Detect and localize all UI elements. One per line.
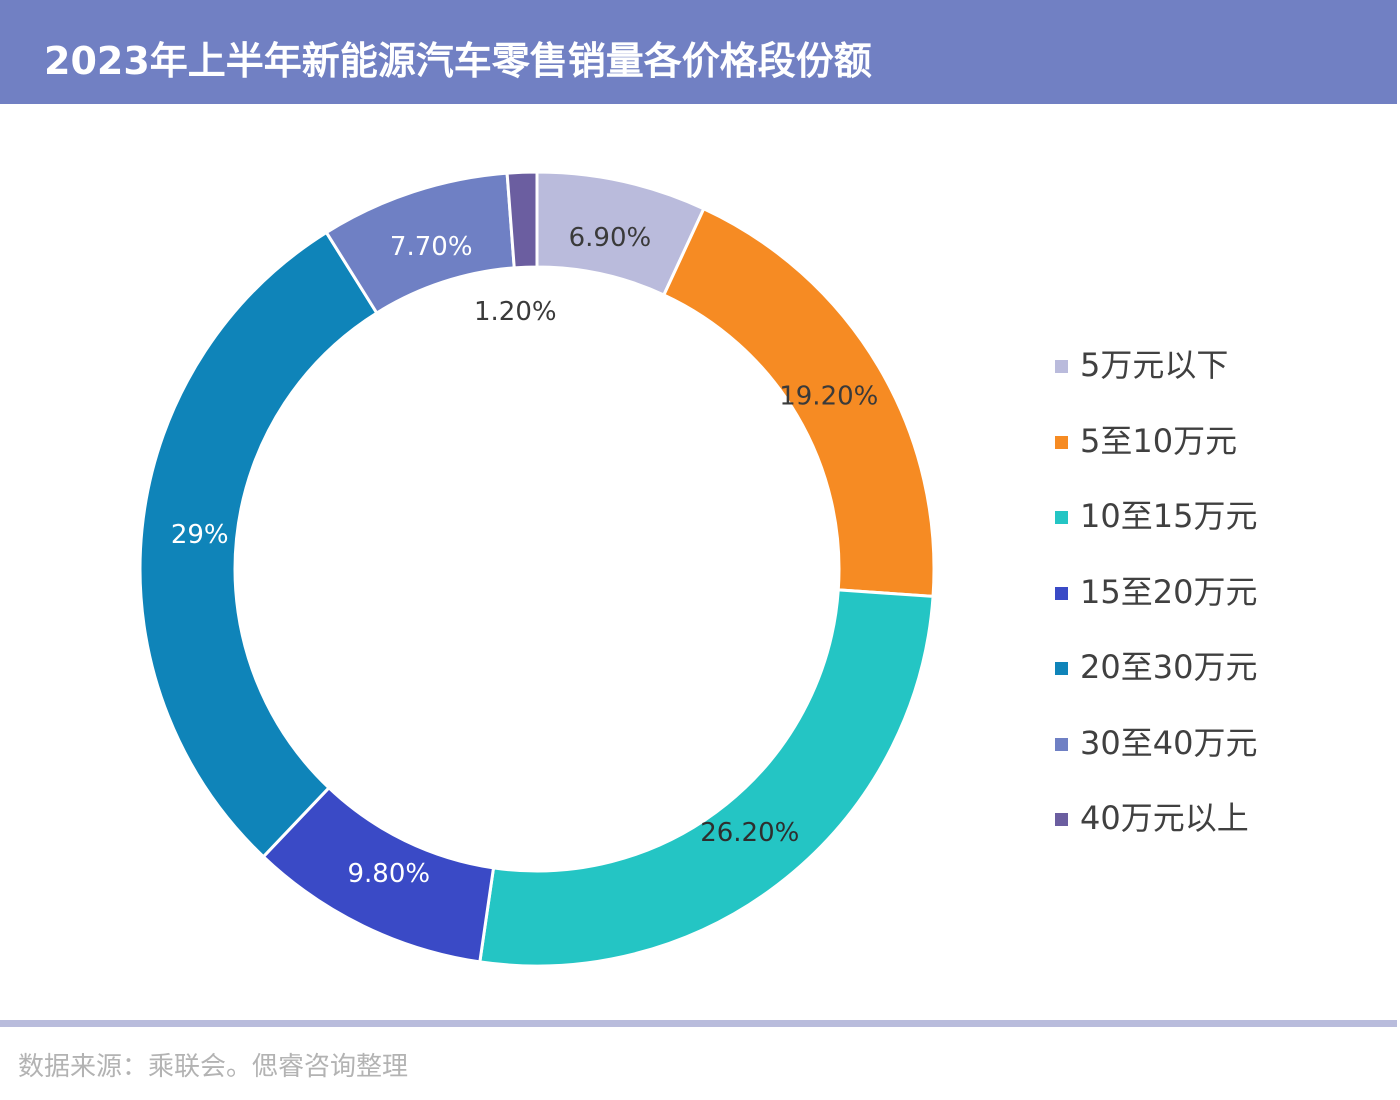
- legend-swatch-3: [1055, 586, 1068, 600]
- donut-slice-4: [138, 230, 379, 859]
- legend-swatch-4: [1055, 662, 1068, 675]
- donut-chart: 6.90% 19.20% 26.20% 9.80% 29% 7.70% 1.20%: [138, 170, 936, 968]
- legend-label-2: 10至15万元: [1080, 497, 1258, 535]
- legend-swatch-6: [1055, 813, 1068, 826]
- donut-slices: [138, 170, 936, 968]
- legend-swatch-2: [1055, 511, 1068, 524]
- legend-swatch-5: [1055, 737, 1068, 751]
- chart-title: 2023年上半年新能源汽车零售销量各价格段份额: [44, 39, 872, 83]
- slice-labels: 6.90% 19.20% 26.20% 9.80% 29% 7.70% 1.20%: [171, 223, 879, 889]
- slice-label-3: 9.80%: [348, 859, 431, 889]
- legend-swatch-1: [1055, 435, 1068, 449]
- slice-label-4: 29%: [171, 520, 229, 550]
- slice-label-5: 7.70%: [390, 232, 473, 262]
- legend-label-0: 5万元以下: [1080, 346, 1229, 384]
- slice-label-0: 6.90%: [569, 223, 652, 253]
- footer-divider: [0, 1020, 1397, 1027]
- legend-label-3: 15至20万元: [1080, 572, 1258, 611]
- legend-label-6: 40万元以上: [1080, 799, 1249, 837]
- data-source-note: 数据来源：乘联会。偲睿咨询整理: [18, 1052, 409, 1082]
- legend-label-1: 5至10万元: [1080, 421, 1238, 460]
- slice-label-2: 26.20%: [700, 818, 799, 848]
- legend-label-5: 30至40万元: [1080, 723, 1258, 762]
- donut-slice-2: [478, 588, 935, 968]
- legend-label-4: 20至30万元: [1080, 648, 1258, 686]
- title-bar: 2023年上半年新能源汽车零售销量各价格段份额: [0, 0, 1397, 104]
- slice-label-1: 19.20%: [779, 381, 878, 411]
- legend-swatch-0: [1055, 360, 1068, 373]
- slice-label-6: 1.20%: [474, 297, 557, 327]
- donut-slice-6: [505, 170, 539, 270]
